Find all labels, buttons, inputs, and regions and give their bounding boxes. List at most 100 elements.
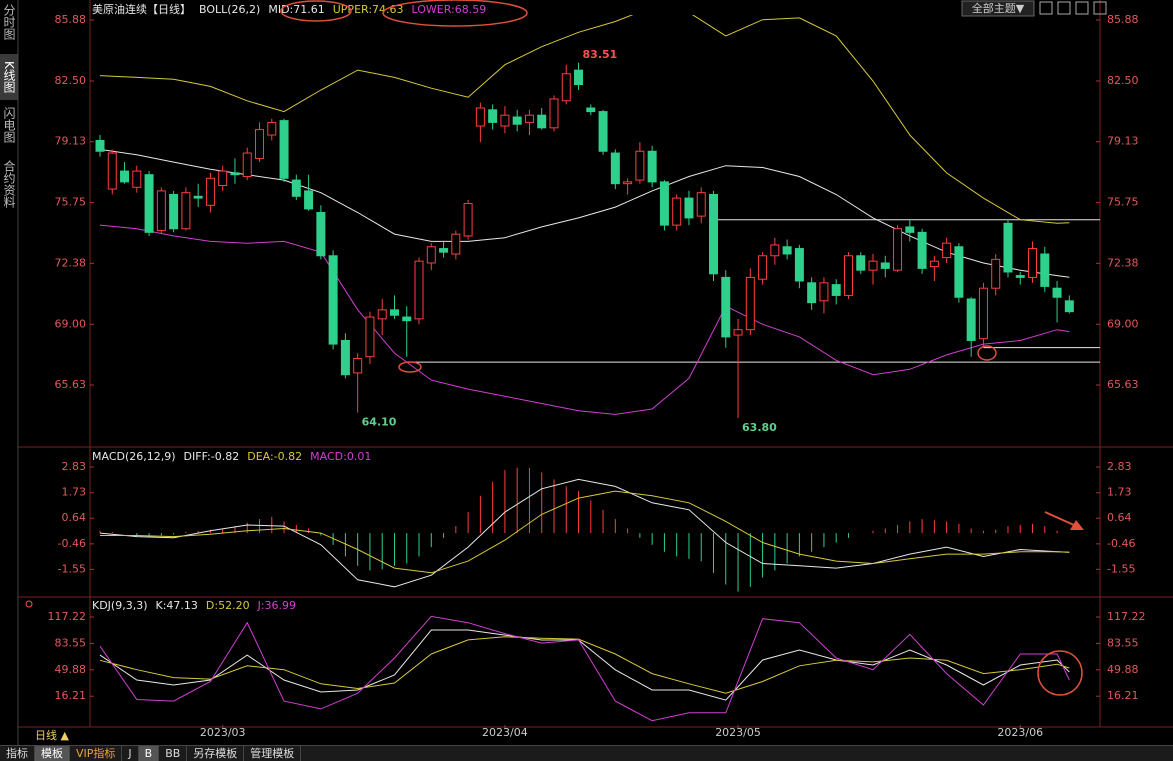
candle-body: [1040, 253, 1050, 287]
candle-body: [1064, 300, 1074, 313]
y-tick-label: 49.88: [1107, 663, 1139, 676]
y-tick-label: 79.13: [55, 135, 87, 148]
indicator-line: [99, 478, 1070, 588]
y-tick-label: 69.00: [1107, 317, 1139, 330]
pane-icon[interactable]: [25, 600, 33, 608]
chart: 全部主题▼ 日线 ▲ 85.88 85.88 82.50 82.50 79.13 79.1…: [17, 0, 1173, 745]
candle-body: [144, 174, 154, 233]
indicator-line: [99, 636, 1070, 694]
y-tick-label: -0.46: [58, 537, 86, 550]
candle-body: [721, 276, 731, 338]
candle-body: [95, 139, 105, 152]
y-tick-label: 79.13: [1107, 135, 1139, 148]
y-tick-label: 69.00: [55, 317, 87, 330]
y-tick-label: 49.88: [55, 663, 87, 676]
candle-body: [598, 111, 608, 152]
tab[interactable]: BB: [159, 746, 188, 761]
y-tick-label: 16.21: [55, 689, 87, 702]
legend-entry: J:36.99: [257, 599, 296, 612]
tab[interactable]: VIP指标: [70, 746, 123, 761]
sidebar-tab[interactable]: 合约资料: [2, 160, 16, 208]
candle-body: [672, 197, 682, 226]
window-icon[interactable]: [1039, 1, 1053, 15]
candle-body: [475, 107, 485, 127]
candle-body: [132, 170, 142, 188]
candle-body: [353, 357, 363, 374]
tab[interactable]: J: [122, 746, 139, 761]
candle-body: [304, 190, 314, 210]
candle-body: [1028, 248, 1038, 278]
candle-body: [635, 150, 645, 181]
sidebar-tab[interactable]: 闪电图: [2, 107, 16, 143]
candle-body: [893, 228, 903, 271]
candle-body: [659, 181, 669, 226]
arrow-head: [1070, 520, 1084, 530]
highlight-ellipse: [280, 0, 352, 22]
legend-entry: LOWER:68.59: [412, 3, 487, 16]
candle-body: [770, 244, 780, 257]
tab[interactable]: 另存模板: [187, 746, 245, 761]
y-tick-label: 16.21: [1107, 689, 1139, 702]
candle-body: [328, 255, 338, 345]
candle-body: [500, 114, 510, 127]
sidebar-tab[interactable]: 分时图: [2, 4, 16, 40]
candle-body: [819, 282, 829, 302]
indicator-line: [99, 615, 1070, 722]
theme-button[interactable]: [961, 0, 1035, 17]
tab[interactable]: 指标: [0, 746, 35, 761]
candle-body: [107, 152, 117, 190]
candle-body: [782, 246, 792, 255]
candle-body: [291, 179, 301, 197]
y-tick-label: 82.50: [55, 74, 87, 87]
y-tick-label: -0.46: [1107, 537, 1135, 550]
candle-body: [156, 190, 166, 232]
candle-body: [610, 152, 620, 185]
candle-body: [389, 309, 399, 316]
window-icon[interactable]: [1075, 1, 1089, 15]
candle-body: [279, 120, 289, 179]
candle-body: [807, 282, 817, 304]
theme-button-label[interactable]: 全部主题▼: [972, 1, 1025, 15]
y-tick-label: 117.22: [1107, 610, 1146, 623]
y-tick-label: -1.55: [58, 562, 86, 575]
y-tick-label: 2.83: [1107, 460, 1132, 473]
candle-body: [831, 284, 841, 296]
window-icon[interactable]: [1093, 1, 1107, 15]
sidebar-tab[interactable]: K线图: [0, 54, 18, 100]
candle-body: [709, 193, 718, 275]
window-icon[interactable]: [1057, 1, 1071, 15]
candle-body: [537, 114, 547, 129]
candle-body: [439, 248, 449, 253]
candle-body: [205, 177, 215, 206]
price-annotation: 63.80: [742, 421, 777, 434]
candle-body: [856, 255, 866, 271]
y-tick-label: 1.73: [1107, 486, 1132, 499]
candle-body: [942, 242, 952, 259]
legend-entry: K:47.13: [156, 599, 198, 612]
x-tick-label: 2023/04: [482, 726, 528, 739]
candle-body: [488, 109, 498, 123]
candle-body: [426, 246, 436, 264]
candle-body: [218, 170, 228, 186]
x-tick-label: 2023/05: [715, 726, 761, 739]
tab[interactable]: B: [138, 746, 160, 761]
x-tick-label: 2023/06: [997, 726, 1043, 739]
candle-body: [954, 246, 964, 298]
candle-body: [745, 276, 755, 331]
candle-body: [794, 248, 804, 282]
y-tick-label: 0.64: [1107, 511, 1132, 524]
candle-body: [917, 231, 927, 269]
candle-body: [402, 316, 412, 322]
price-annotation: 64.10: [362, 416, 397, 429]
y-tick-label: 2.83: [62, 460, 87, 473]
tab[interactable]: 模板: [35, 746, 70, 761]
y-tick-label: 117.22: [48, 610, 87, 623]
candle-body: [586, 107, 596, 113]
candle-body: [991, 258, 1001, 289]
price-annotation: 83.51: [583, 48, 618, 61]
candle-body: [966, 298, 976, 341]
tab[interactable]: 管理模板: [244, 746, 302, 761]
legend-entry: D:52.20: [206, 599, 250, 612]
period-button[interactable]: 日线 ▲: [35, 728, 69, 742]
